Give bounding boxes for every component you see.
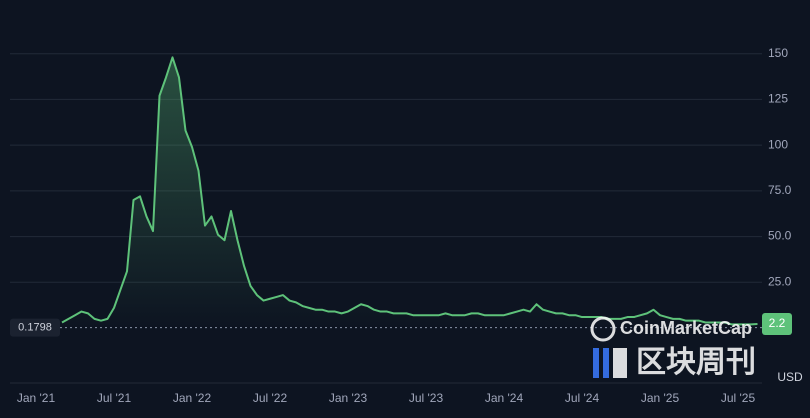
y-tick-label: 125 (768, 92, 788, 106)
badge-box (762, 312, 792, 335)
x-tick-label: Jul '22 (253, 391, 288, 405)
x-tick-label: Jan '24 (485, 391, 524, 405)
watermark-icon (590, 316, 616, 342)
y-tick-label: 25.0 (768, 274, 792, 288)
x-tick-label: Jul '23 (409, 391, 444, 405)
x-tick-label: Jan '25 (641, 391, 680, 405)
last-price-label: 2.2 (769, 316, 786, 330)
x-tick-label: Jul '24 (565, 391, 600, 405)
x-tick-label: Jul '21 (97, 391, 132, 405)
x-tick-label: Jul '25 (721, 391, 756, 405)
y-tick-label: 75.0 (768, 183, 792, 197)
logo-block (613, 348, 627, 378)
price-line (61, 56, 758, 326)
price-area (62, 57, 758, 328)
x-tick-label: Jan '21 (17, 391, 56, 405)
watermark-text: 区块周刊 (636, 346, 756, 379)
logo-bar (603, 348, 609, 378)
x-tick-label: Jan '23 (329, 391, 368, 405)
logo-bar (593, 348, 599, 378)
y-tick-label: 50.0 (768, 229, 792, 243)
currency-label: USD (777, 370, 803, 384)
baseline-label: 0.1798 (18, 322, 52, 334)
x-tick-label: Jan '22 (173, 391, 212, 405)
watermark-text: CoinMarketCap (620, 318, 752, 338)
y-tick-label: 150 (768, 46, 788, 60)
watermark: CoinMarketCap 区块周刊 (590, 316, 756, 379)
badge-box (10, 318, 60, 337)
last-price-badge: 2.2 (762, 312, 792, 335)
y-tick-label: 100 (768, 137, 788, 151)
baseline-badge: 0.1798 (10, 318, 60, 337)
